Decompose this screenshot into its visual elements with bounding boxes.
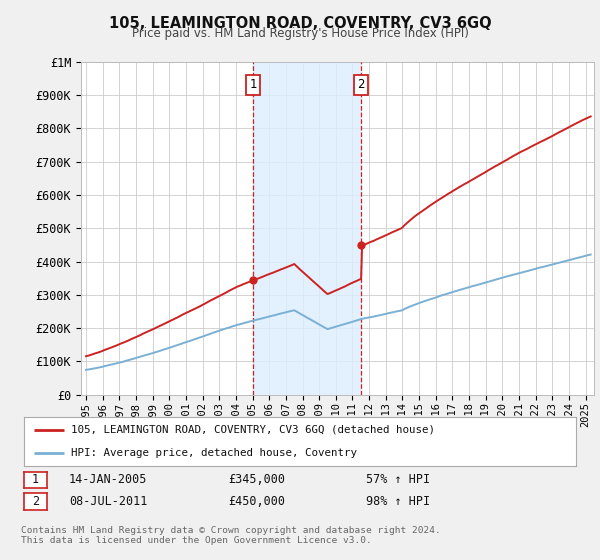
Text: 08-JUL-2011: 08-JUL-2011 xyxy=(69,494,148,508)
Text: Contains HM Land Registry data © Crown copyright and database right 2024.: Contains HM Land Registry data © Crown c… xyxy=(21,526,441,535)
Text: 1: 1 xyxy=(32,473,39,487)
Text: Price paid vs. HM Land Registry's House Price Index (HPI): Price paid vs. HM Land Registry's House … xyxy=(131,27,469,40)
Text: 57% ↑ HPI: 57% ↑ HPI xyxy=(366,473,430,487)
Text: This data is licensed under the Open Government Licence v3.0.: This data is licensed under the Open Gov… xyxy=(21,536,372,545)
Text: £450,000: £450,000 xyxy=(228,494,285,508)
Text: HPI: Average price, detached house, Coventry: HPI: Average price, detached house, Cove… xyxy=(71,447,357,458)
Text: 98% ↑ HPI: 98% ↑ HPI xyxy=(366,494,430,508)
Text: 105, LEAMINGTON ROAD, COVENTRY, CV3 6GQ (detached house): 105, LEAMINGTON ROAD, COVENTRY, CV3 6GQ … xyxy=(71,425,435,435)
Text: 2: 2 xyxy=(32,494,39,508)
Text: £345,000: £345,000 xyxy=(228,473,285,487)
Bar xyxy=(253,62,361,395)
Text: 14-JAN-2005: 14-JAN-2005 xyxy=(69,473,148,487)
Text: 1: 1 xyxy=(250,78,257,91)
Text: 2: 2 xyxy=(358,78,365,91)
Text: 105, LEAMINGTON ROAD, COVENTRY, CV3 6GQ: 105, LEAMINGTON ROAD, COVENTRY, CV3 6GQ xyxy=(109,16,491,31)
